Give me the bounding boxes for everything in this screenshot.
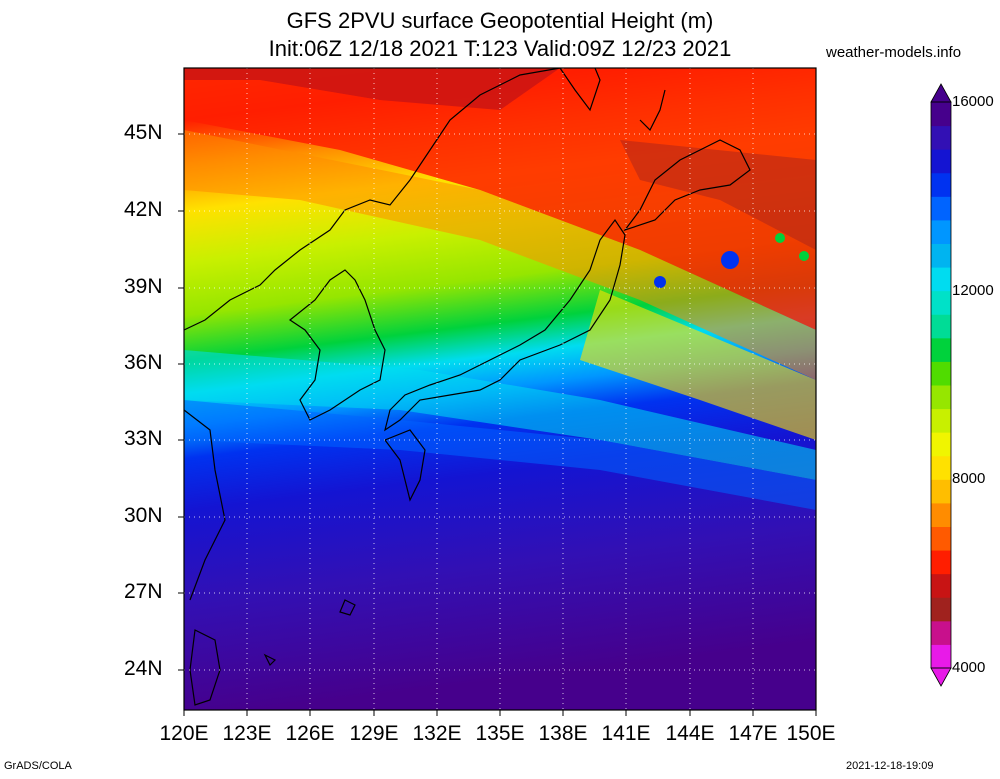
colorbar-cell xyxy=(931,172,951,197)
colorbar-cell xyxy=(931,479,951,504)
map-subtitle: Init:06Z 12/18 2021 T:123 Valid:09Z 12/2… xyxy=(268,36,732,61)
lat-label-42n: 42N xyxy=(124,198,163,221)
lat-label-30n: 30N xyxy=(124,504,163,527)
lat-label-36n: 36N xyxy=(124,351,163,374)
lon-label-123e: 123E xyxy=(222,722,272,745)
colorbar-cell xyxy=(931,314,951,339)
lon-label-126e: 126E xyxy=(285,722,335,745)
footer-timestamp: 2021-12-18-19:09 xyxy=(846,760,934,772)
lat-label-24n: 24N xyxy=(124,657,163,680)
lat-label-33n: 33N xyxy=(124,427,163,450)
colorbar-cell xyxy=(931,597,951,622)
lon-label-120e: 120E xyxy=(159,722,209,745)
footer-software: GrADS/COLA xyxy=(4,760,72,772)
colorbar-top-arrow xyxy=(930,83,952,103)
lat-label-27n: 27N xyxy=(124,580,163,603)
colorbar-cell xyxy=(931,644,951,669)
colorbar-label-12000: 12000 xyxy=(952,282,994,299)
colorbar-cell xyxy=(931,573,951,598)
lat-label-39n: 39N xyxy=(124,275,163,298)
site-credit: weather-models.info xyxy=(826,44,962,61)
colorbar-cell xyxy=(931,337,951,362)
lon-label-147e: 147E xyxy=(728,722,778,745)
colorbar-label-8000: 8000 xyxy=(952,470,986,487)
lon-label-144e: 144E xyxy=(665,722,715,745)
colorbar-label-16000: 16000 xyxy=(952,93,994,110)
colorbar-cell xyxy=(931,149,951,174)
lon-label-141e: 141E xyxy=(601,722,651,745)
map-title: GFS 2PVU surface Geopotential Height (m) xyxy=(286,8,714,33)
colorbar-cell xyxy=(931,125,951,150)
colorbar-bottom-arrow xyxy=(930,667,952,687)
colorbar-cell xyxy=(931,361,951,386)
colorbar-cell xyxy=(931,196,951,221)
colorbar-cell xyxy=(931,219,951,244)
axis-ticks xyxy=(178,133,817,716)
colorbar-cell xyxy=(931,385,951,410)
lon-label-135e: 135E xyxy=(475,722,525,745)
lon-label-129e: 129E xyxy=(349,722,399,745)
grid-lines xyxy=(184,68,816,710)
colorbar-cell xyxy=(931,620,951,645)
colorbar-label-4000: 4000 xyxy=(952,659,986,676)
lon-label-138e: 138E xyxy=(538,722,588,745)
field-layer xyxy=(184,68,816,710)
colorbar-cell xyxy=(931,267,951,292)
colorbar-cell xyxy=(931,455,951,480)
colorbar-cell xyxy=(931,502,951,527)
colorbar-cell xyxy=(931,102,951,127)
colorbar-cell xyxy=(931,550,951,575)
colorbar-cell xyxy=(931,526,951,551)
lat-label-45n: 45N xyxy=(124,121,163,144)
colorbar-cell xyxy=(931,290,951,315)
colorbar-cell xyxy=(931,243,951,268)
coastlines xyxy=(184,68,751,706)
lon-label-132e: 132E xyxy=(412,722,462,745)
colorbar-cell xyxy=(931,432,951,457)
colorbar-cell xyxy=(931,408,951,433)
lon-label-150e: 150E xyxy=(786,722,836,745)
